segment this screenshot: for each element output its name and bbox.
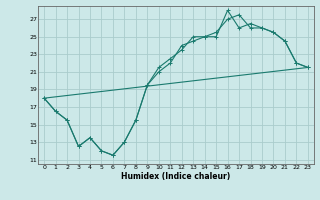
- X-axis label: Humidex (Indice chaleur): Humidex (Indice chaleur): [121, 172, 231, 181]
